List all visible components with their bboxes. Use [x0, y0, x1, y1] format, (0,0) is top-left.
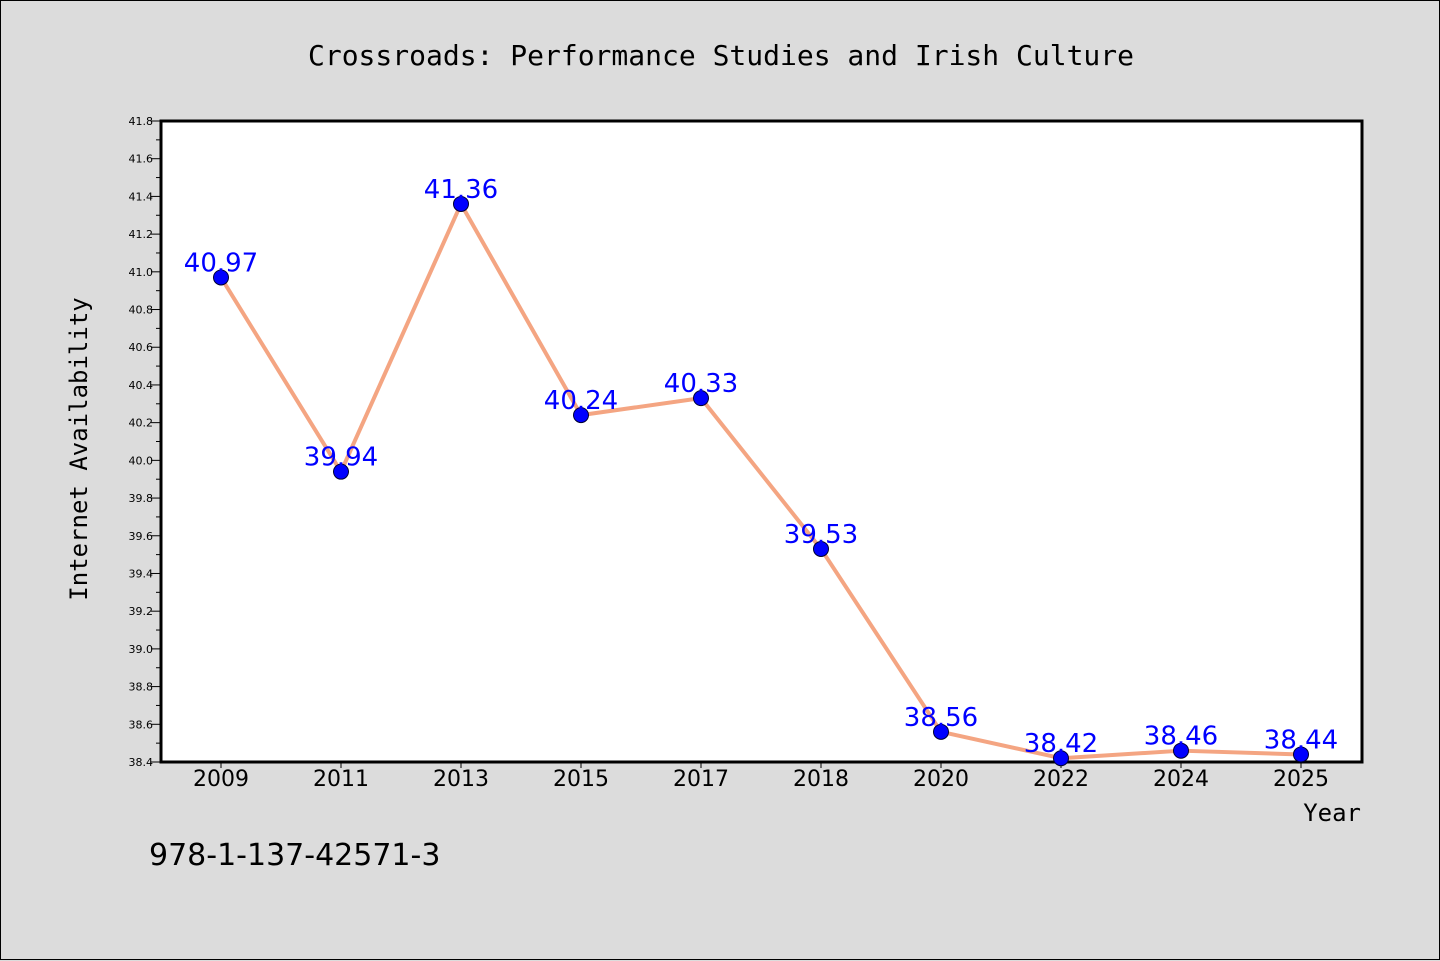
data-label: 39.94 [304, 443, 378, 473]
x-tick-label: 2017 [673, 767, 729, 792]
data-point [933, 723, 949, 740]
x-tick-label: 2015 [553, 767, 609, 792]
y-tick-label: 40.2 [129, 417, 154, 430]
x-axis-label: Year [1303, 799, 1361, 827]
data-labels: 40.97 39.94 41.36 40.24 40.33 39.53 38.56 38.42… [184, 175, 1338, 759]
x-axis-ticks: 2009 2011 2013 2015 2017 2018 2020 2022 2024 2025 [193, 762, 1329, 792]
y-tick-label: 39.0 [129, 643, 154, 656]
y-axis-label: Internet Availability [65, 297, 93, 600]
y-tick-label: 40.8 [129, 304, 154, 317]
y-tick-label: 41.2 [129, 228, 154, 241]
data-point [333, 463, 349, 480]
data-label: 38.42 [1024, 729, 1098, 759]
x-tick-label: 2025 [1273, 767, 1329, 792]
x-tick-label: 2022 [1033, 767, 1089, 792]
x-tick-label: 2020 [913, 767, 969, 792]
data-label: 40.24 [544, 386, 618, 416]
data-point [573, 407, 589, 424]
data-label: 40.97 [184, 248, 258, 278]
data-point [213, 269, 229, 286]
y-tick-label: 39.6 [129, 530, 154, 543]
y-tick-label: 41.0 [129, 266, 154, 279]
data-point [1053, 750, 1069, 767]
data-point [813, 540, 829, 557]
chart-title: Crossroads: Performance Studies and Iris… [308, 39, 1134, 72]
data-point [1173, 742, 1189, 759]
y-tick-label: 41.8 [129, 115, 154, 128]
y-tick-label: 38.4 [129, 756, 154, 769]
data-label: 38.56 [904, 703, 978, 733]
x-tick-label: 2018 [793, 767, 849, 792]
y-tick-label: 38.8 [129, 681, 154, 694]
x-tick-label: 2024 [1153, 767, 1209, 792]
y-tick-label: 41.6 [129, 153, 154, 166]
y-tick-label: 40.6 [129, 341, 154, 354]
plot-area [159, 119, 1364, 764]
y-tick-label: 41.4 [129, 190, 154, 203]
y-tick-label: 39.8 [129, 492, 154, 505]
y-tick-label: 40.0 [129, 454, 154, 467]
series-markers [213, 195, 1309, 767]
y-tick-label: 39.2 [129, 605, 154, 618]
y-tick-label: 40.4 [129, 379, 154, 392]
data-label: 41.36 [424, 175, 498, 205]
data-label: 38.46 [1144, 722, 1218, 752]
data-label: 40.33 [664, 369, 738, 399]
x-tick-label: 2013 [433, 767, 489, 792]
series-polyline [219, 201, 1302, 761]
isbn-text: 978-1-137-42571-3 [149, 838, 440, 873]
series-line [219, 201, 1302, 761]
x-tick-label: 2009 [193, 767, 249, 792]
data-point [1293, 746, 1309, 763]
y-tick-label: 38.6 [129, 718, 154, 731]
data-label: 38.44 [1264, 725, 1338, 755]
data-point [693, 390, 709, 407]
data-point [453, 195, 469, 212]
x-tick-label: 2011 [313, 767, 369, 792]
data-label: 39.53 [784, 520, 858, 550]
y-tick-label: 39.4 [129, 567, 154, 580]
y-axis-ticks: 38.4 38.6 38.8 39.0 39.2 39.4 39.6 39.8 40.0 40.2… [129, 115, 161, 769]
